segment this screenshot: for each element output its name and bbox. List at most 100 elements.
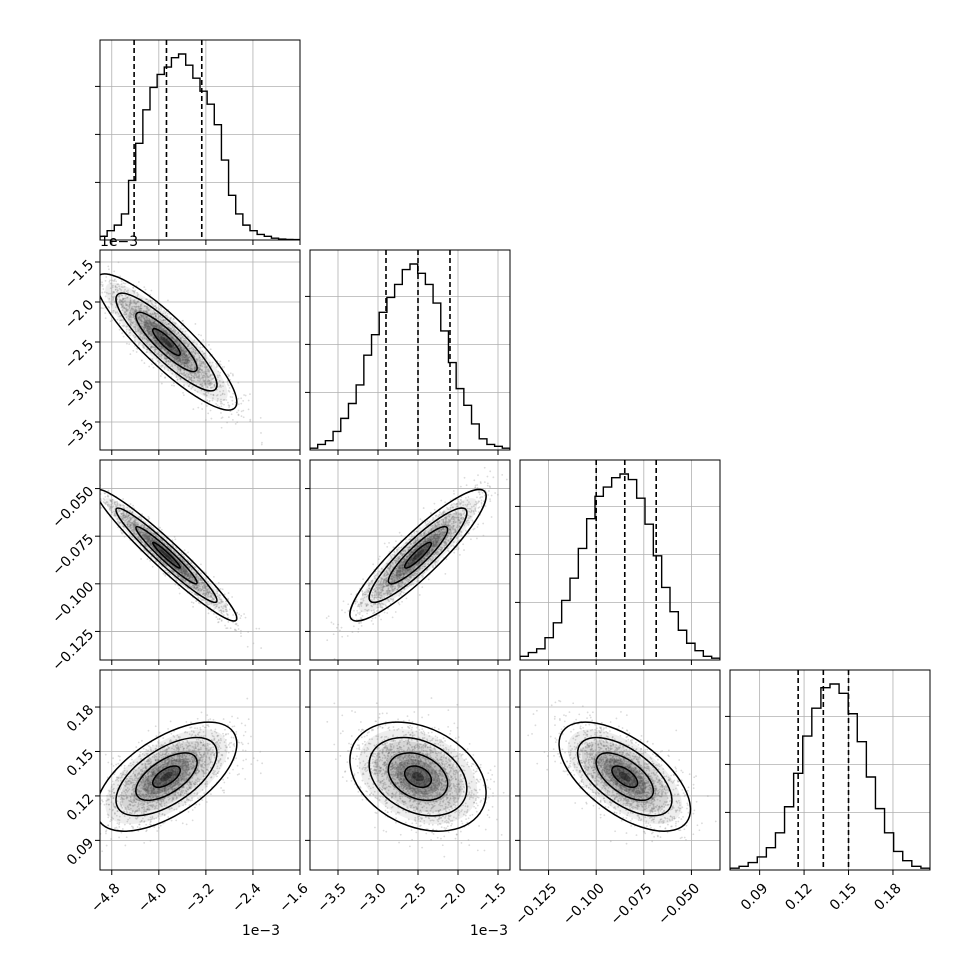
sample-point xyxy=(191,346,194,349)
sample-point xyxy=(153,305,156,308)
sample-point xyxy=(114,285,117,288)
sample-point xyxy=(144,531,146,533)
sample-point xyxy=(193,352,196,354)
sample-point xyxy=(139,313,142,316)
sample-point xyxy=(167,342,170,345)
sample-point xyxy=(171,336,173,339)
sample-point xyxy=(89,295,91,297)
sample-point xyxy=(207,379,210,381)
sample-point xyxy=(205,394,208,397)
sample-point xyxy=(178,368,180,370)
sample-point xyxy=(159,337,162,340)
sample-point xyxy=(165,332,168,334)
sample-point xyxy=(140,325,143,328)
sample-point xyxy=(189,367,192,370)
sample-point xyxy=(145,316,148,319)
sample-point xyxy=(196,358,198,361)
sample-point xyxy=(260,443,263,446)
sample-point xyxy=(160,528,163,531)
sample-point xyxy=(162,337,165,340)
sample-point xyxy=(227,401,229,404)
sample-point xyxy=(224,604,227,607)
sample-point xyxy=(110,500,113,503)
sample-point xyxy=(152,532,155,535)
sample-point xyxy=(186,372,188,375)
sample-point xyxy=(184,350,186,353)
sample-point xyxy=(153,326,156,329)
sample-point xyxy=(203,390,206,393)
sample-point xyxy=(171,335,174,338)
sample-point xyxy=(162,572,165,575)
sample-point xyxy=(201,408,204,410)
sample-point xyxy=(129,320,132,323)
sample-point xyxy=(169,354,172,357)
sample-point xyxy=(153,321,155,324)
sample-point xyxy=(175,573,177,576)
sample-point xyxy=(152,319,154,322)
sample-point xyxy=(182,583,185,586)
sample-point xyxy=(154,350,156,353)
sample-point xyxy=(176,340,178,343)
sample-point xyxy=(128,316,131,319)
density-level-3 xyxy=(143,319,190,365)
sample-point xyxy=(136,528,139,531)
sample-point xyxy=(159,327,162,330)
sample-point xyxy=(131,516,134,519)
sample-point xyxy=(205,593,208,596)
sample-point xyxy=(117,261,120,264)
sample-point xyxy=(114,311,117,314)
sample-point xyxy=(184,359,187,362)
sample-point xyxy=(138,312,141,315)
sample-point xyxy=(189,368,192,371)
sample-point xyxy=(98,504,100,506)
sample-point xyxy=(183,383,185,386)
sample-point xyxy=(150,345,153,348)
sample-point xyxy=(183,364,186,367)
sample-point xyxy=(134,308,137,311)
sample-point xyxy=(174,339,177,342)
sample-point xyxy=(191,367,193,370)
sample-point xyxy=(176,378,179,381)
sample-point xyxy=(179,328,182,330)
sample-point xyxy=(160,347,162,350)
sample-point xyxy=(145,351,148,354)
sample-point xyxy=(172,346,175,349)
sample-point xyxy=(135,305,138,308)
sample-point xyxy=(147,341,149,344)
sample-point xyxy=(146,331,149,333)
sample-point xyxy=(211,399,214,402)
sample-point xyxy=(199,368,202,370)
sample-point xyxy=(164,376,167,379)
y-tick-label: −0.125 xyxy=(49,626,97,674)
sample-point xyxy=(201,350,204,353)
sample-point xyxy=(167,326,169,328)
sample-point xyxy=(191,591,193,594)
sample-point xyxy=(175,359,178,362)
sample-point xyxy=(154,341,157,344)
sample-point xyxy=(162,319,165,321)
sample-point xyxy=(187,357,190,360)
sample-point xyxy=(135,330,138,333)
sample-point xyxy=(121,300,123,303)
sample-point xyxy=(156,545,158,548)
sample-point xyxy=(130,308,133,311)
sample-point xyxy=(172,344,175,347)
sample-point xyxy=(104,501,107,504)
sample-point xyxy=(150,334,153,337)
sample-point xyxy=(189,360,191,362)
sample-point xyxy=(185,350,188,352)
sample-point xyxy=(177,554,180,557)
sample-point xyxy=(159,339,162,341)
sample-point xyxy=(140,309,143,312)
sample-point xyxy=(175,338,178,341)
sample-point xyxy=(183,549,186,552)
sample-point xyxy=(121,298,124,301)
sample-point xyxy=(128,334,131,337)
sample-point xyxy=(205,589,208,592)
sample-point xyxy=(177,362,180,364)
sample-point xyxy=(215,616,218,618)
sample-point xyxy=(168,322,170,325)
sample-point xyxy=(199,364,202,367)
sample-point xyxy=(171,336,174,339)
sample-point xyxy=(88,475,90,477)
